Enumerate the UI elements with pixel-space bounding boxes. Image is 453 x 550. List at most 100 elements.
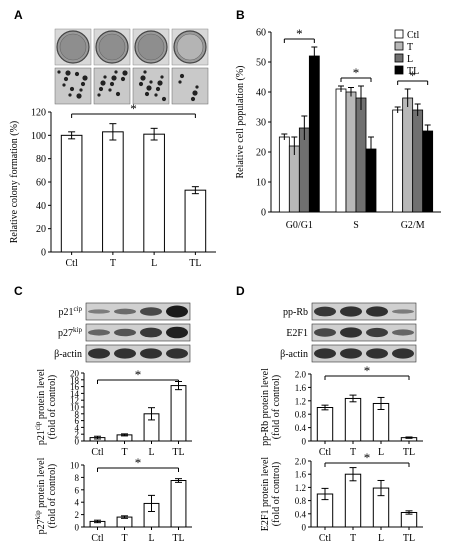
bar-tl xyxy=(308,55,320,213)
y-tick-label: 0 xyxy=(75,523,80,533)
y-tick-label: 60 xyxy=(36,178,46,189)
y-axis-label-line2: (fold of control) xyxy=(271,462,282,526)
colony-dot xyxy=(157,80,163,86)
colony-dot xyxy=(161,96,167,102)
significance-star: * xyxy=(353,65,360,80)
blot-band xyxy=(366,327,388,338)
x-tick-label: TL xyxy=(172,447,184,458)
panel-letter-c: C xyxy=(14,284,23,298)
blot-label-superscript: cip xyxy=(73,305,82,313)
significance-star: * xyxy=(364,450,371,465)
blot-label: E2F1 xyxy=(286,328,308,339)
y-axis-label: pp-Rb protein level xyxy=(260,368,271,446)
colony-dot xyxy=(143,70,147,74)
blot-label: β-actin xyxy=(54,349,82,360)
y-tick-label: 10 xyxy=(256,178,266,189)
bar-t xyxy=(345,91,357,213)
y-tick-label: 8 xyxy=(75,409,80,419)
colony-dot xyxy=(155,86,161,92)
colony-dot xyxy=(111,75,117,81)
x-tick-label: G2/M xyxy=(401,220,425,231)
colony-dot xyxy=(65,70,71,76)
bar-ctl xyxy=(60,134,83,253)
colony-dot xyxy=(144,91,150,97)
y-tick-label: 0.8 xyxy=(295,410,307,420)
blot-label: pp-Rb xyxy=(283,307,308,318)
colony-dot xyxy=(76,93,82,99)
blot-band xyxy=(88,348,110,359)
blot-band xyxy=(88,309,110,314)
y-axis-label-main: p27 xyxy=(36,519,47,534)
x-tick-label: TL xyxy=(403,533,415,544)
y-axis-label-line2: (fold of control) xyxy=(47,464,58,528)
bar-l xyxy=(412,109,424,213)
colony-plate-inner xyxy=(59,33,87,61)
x-tick-label: Ctl xyxy=(91,447,103,458)
chart-cell-population: 0 10 20 30 40 50 60 Relative cell population (%… xyxy=(235,26,441,231)
bar-tl xyxy=(400,511,418,528)
legend-label-t: T xyxy=(407,42,413,53)
blot-band xyxy=(340,348,362,359)
blot-band xyxy=(392,348,414,359)
colony-dot xyxy=(178,80,182,84)
y-tick-label: 30 xyxy=(256,118,266,129)
blot-band xyxy=(392,309,414,314)
y-tick-label: 0.4 xyxy=(295,509,307,519)
y-tick-label: 4 xyxy=(75,423,80,433)
y-axis-label-rest: protein level xyxy=(36,457,47,510)
colony-micrograph xyxy=(54,67,92,105)
blot-band xyxy=(166,305,188,318)
colony-dot xyxy=(190,96,196,102)
y-tick-label: 1.2 xyxy=(295,396,306,406)
blot-strip xyxy=(85,302,191,321)
y-tick-label: 0 xyxy=(75,437,80,447)
bar-tl xyxy=(422,130,434,213)
x-tick-label: T xyxy=(121,533,127,544)
y-tick-label: 2 xyxy=(75,430,80,440)
blot-label-superscript: kip xyxy=(73,326,82,334)
x-tick-label: L xyxy=(378,447,384,458)
panel-letter-b: B xyxy=(236,8,245,22)
y-axis-label-main: p21 xyxy=(36,430,47,445)
blot-band xyxy=(314,348,336,359)
blot-band xyxy=(114,348,136,359)
blot-strip xyxy=(85,344,191,363)
blot-label: p27kip xyxy=(58,326,82,339)
blot-band xyxy=(314,328,336,337)
bar-l xyxy=(298,127,310,213)
colony-micrograph-images xyxy=(54,67,209,105)
x-tick-label: TL xyxy=(189,258,201,269)
blot-band xyxy=(366,306,388,317)
legend-label-tl: TL xyxy=(407,66,419,77)
y-axis-label: E2F1 protein level xyxy=(260,457,271,532)
colony-dot xyxy=(149,80,153,84)
bar-t xyxy=(288,145,300,213)
y-tick-label: 40 xyxy=(36,201,46,212)
bar-t xyxy=(344,473,362,528)
y-axis-label-line2: (fold of control) xyxy=(271,375,282,439)
blot-band xyxy=(140,348,162,359)
y-axis-label: Relative colony formation (%) xyxy=(9,121,20,243)
colony-dot xyxy=(82,75,88,81)
blot-label: p21cip xyxy=(58,305,82,318)
bar-tl xyxy=(170,480,187,528)
y-tick-label: 20 xyxy=(70,369,80,379)
y-tick-label: 12 xyxy=(70,396,79,406)
x-tick-label: L xyxy=(148,533,154,544)
x-tick-label: Ctl xyxy=(91,533,103,544)
colony-dot xyxy=(108,88,112,92)
colony-dot xyxy=(63,76,69,82)
y-tick-label: 6 xyxy=(75,485,80,495)
colony-plate-inner xyxy=(98,33,126,61)
blot-band xyxy=(114,308,136,315)
y-tick-label: 0.8 xyxy=(295,496,307,506)
x-tick-label: T xyxy=(121,447,127,458)
y-tick-label: 0 xyxy=(302,437,307,447)
y-tick-label: 1.2 xyxy=(295,483,306,493)
x-tick-label: S xyxy=(353,220,359,231)
significance-star: * xyxy=(364,363,371,378)
colony-dot xyxy=(179,73,185,79)
colony-dot xyxy=(97,93,101,97)
